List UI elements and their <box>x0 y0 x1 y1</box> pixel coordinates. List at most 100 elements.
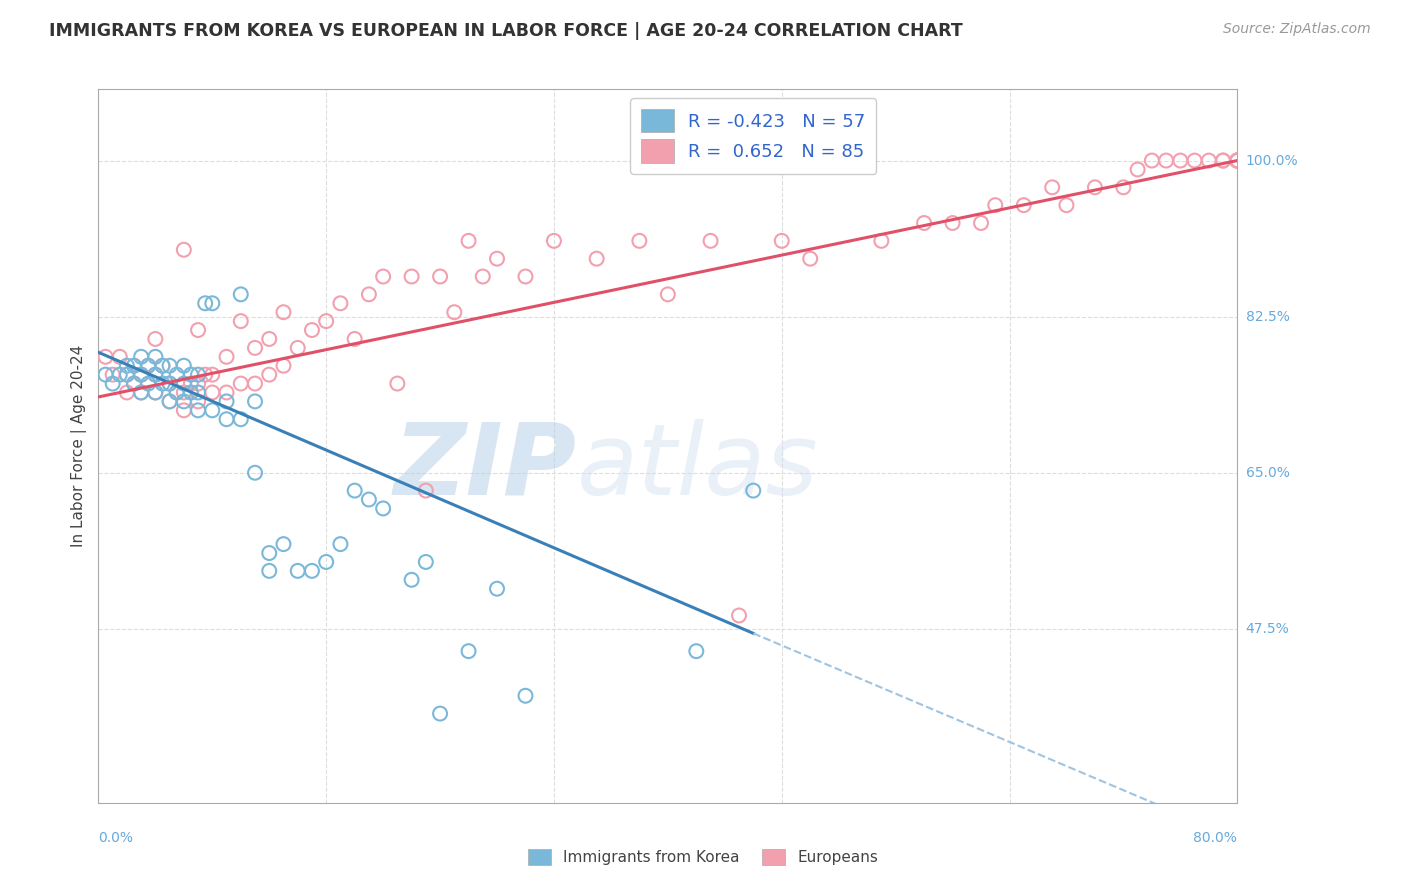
Point <box>329 296 352 310</box>
Point <box>259 368 281 382</box>
Point <box>166 385 188 400</box>
Point <box>1184 153 1206 168</box>
Point <box>136 359 159 373</box>
Point <box>159 359 181 373</box>
Point <box>1040 180 1063 194</box>
Point <box>970 216 993 230</box>
Point <box>770 234 793 248</box>
Point <box>187 376 209 391</box>
Point <box>685 644 707 658</box>
Point <box>173 403 195 417</box>
Point <box>152 376 174 391</box>
Point <box>443 305 465 319</box>
Point <box>1226 153 1249 168</box>
Point <box>201 368 224 382</box>
Point <box>1012 198 1035 212</box>
Point <box>357 492 380 507</box>
Point <box>173 385 195 400</box>
Point <box>912 216 935 230</box>
Point <box>243 376 266 391</box>
Point <box>136 359 159 373</box>
Point <box>129 368 152 382</box>
Point <box>187 385 209 400</box>
Point <box>215 394 238 409</box>
Point <box>166 368 188 382</box>
Point <box>145 350 167 364</box>
Point <box>229 376 252 391</box>
Point <box>273 359 295 373</box>
Point <box>201 296 224 310</box>
Point <box>585 252 607 266</box>
Point <box>259 546 281 560</box>
Point <box>129 368 152 382</box>
Point <box>129 350 152 364</box>
Point <box>215 385 238 400</box>
Text: Source: ZipAtlas.com: Source: ZipAtlas.com <box>1223 22 1371 37</box>
Point <box>194 368 217 382</box>
Point <box>415 555 437 569</box>
Point <box>315 314 337 328</box>
Point <box>180 376 202 391</box>
Point <box>1226 153 1249 168</box>
Point <box>515 689 537 703</box>
Point <box>1170 153 1192 168</box>
Point <box>173 359 195 373</box>
Point <box>145 368 167 382</box>
Point <box>229 314 252 328</box>
Point <box>122 359 145 373</box>
Point <box>187 394 209 409</box>
Point <box>699 234 721 248</box>
Point <box>115 368 138 382</box>
Point <box>870 234 893 248</box>
Text: 100.0%: 100.0% <box>1246 153 1298 168</box>
Point <box>628 234 651 248</box>
Point <box>122 376 145 391</box>
Point <box>194 296 217 310</box>
Point <box>401 269 423 284</box>
Point <box>115 368 138 382</box>
Point <box>1198 153 1220 168</box>
Text: 47.5%: 47.5% <box>1246 622 1289 636</box>
Point <box>471 269 494 284</box>
Point <box>273 537 295 551</box>
Point <box>984 198 1007 212</box>
Point <box>243 466 266 480</box>
Point <box>101 376 124 391</box>
Point <box>94 368 117 382</box>
Point <box>1226 153 1249 168</box>
Y-axis label: In Labor Force | Age 20-24: In Labor Force | Age 20-24 <box>72 345 87 547</box>
Point <box>159 376 181 391</box>
Point <box>243 394 266 409</box>
Point <box>215 350 238 364</box>
Point <box>1226 153 1249 168</box>
Point <box>1212 153 1234 168</box>
Point <box>94 350 117 364</box>
Point <box>273 305 295 319</box>
Point <box>173 394 195 409</box>
Point <box>180 368 202 382</box>
Point <box>166 385 188 400</box>
Point <box>108 350 131 364</box>
Point <box>1056 198 1078 212</box>
Point <box>1212 153 1234 168</box>
Point <box>657 287 679 301</box>
Point <box>343 332 366 346</box>
Point <box>287 341 309 355</box>
Point <box>115 359 138 373</box>
Text: 80.0%: 80.0% <box>1194 830 1237 845</box>
Point <box>159 394 181 409</box>
Point <box>243 341 266 355</box>
Point <box>429 706 451 721</box>
Point <box>215 412 238 426</box>
Point <box>1140 153 1163 168</box>
Point <box>145 385 167 400</box>
Point <box>187 368 209 382</box>
Point <box>515 269 537 284</box>
Point <box>315 555 337 569</box>
Point <box>145 368 167 382</box>
Text: atlas: atlas <box>576 419 818 516</box>
Point <box>401 573 423 587</box>
Point <box>229 412 252 426</box>
Point <box>259 332 281 346</box>
Text: ZIP: ZIP <box>394 419 576 516</box>
